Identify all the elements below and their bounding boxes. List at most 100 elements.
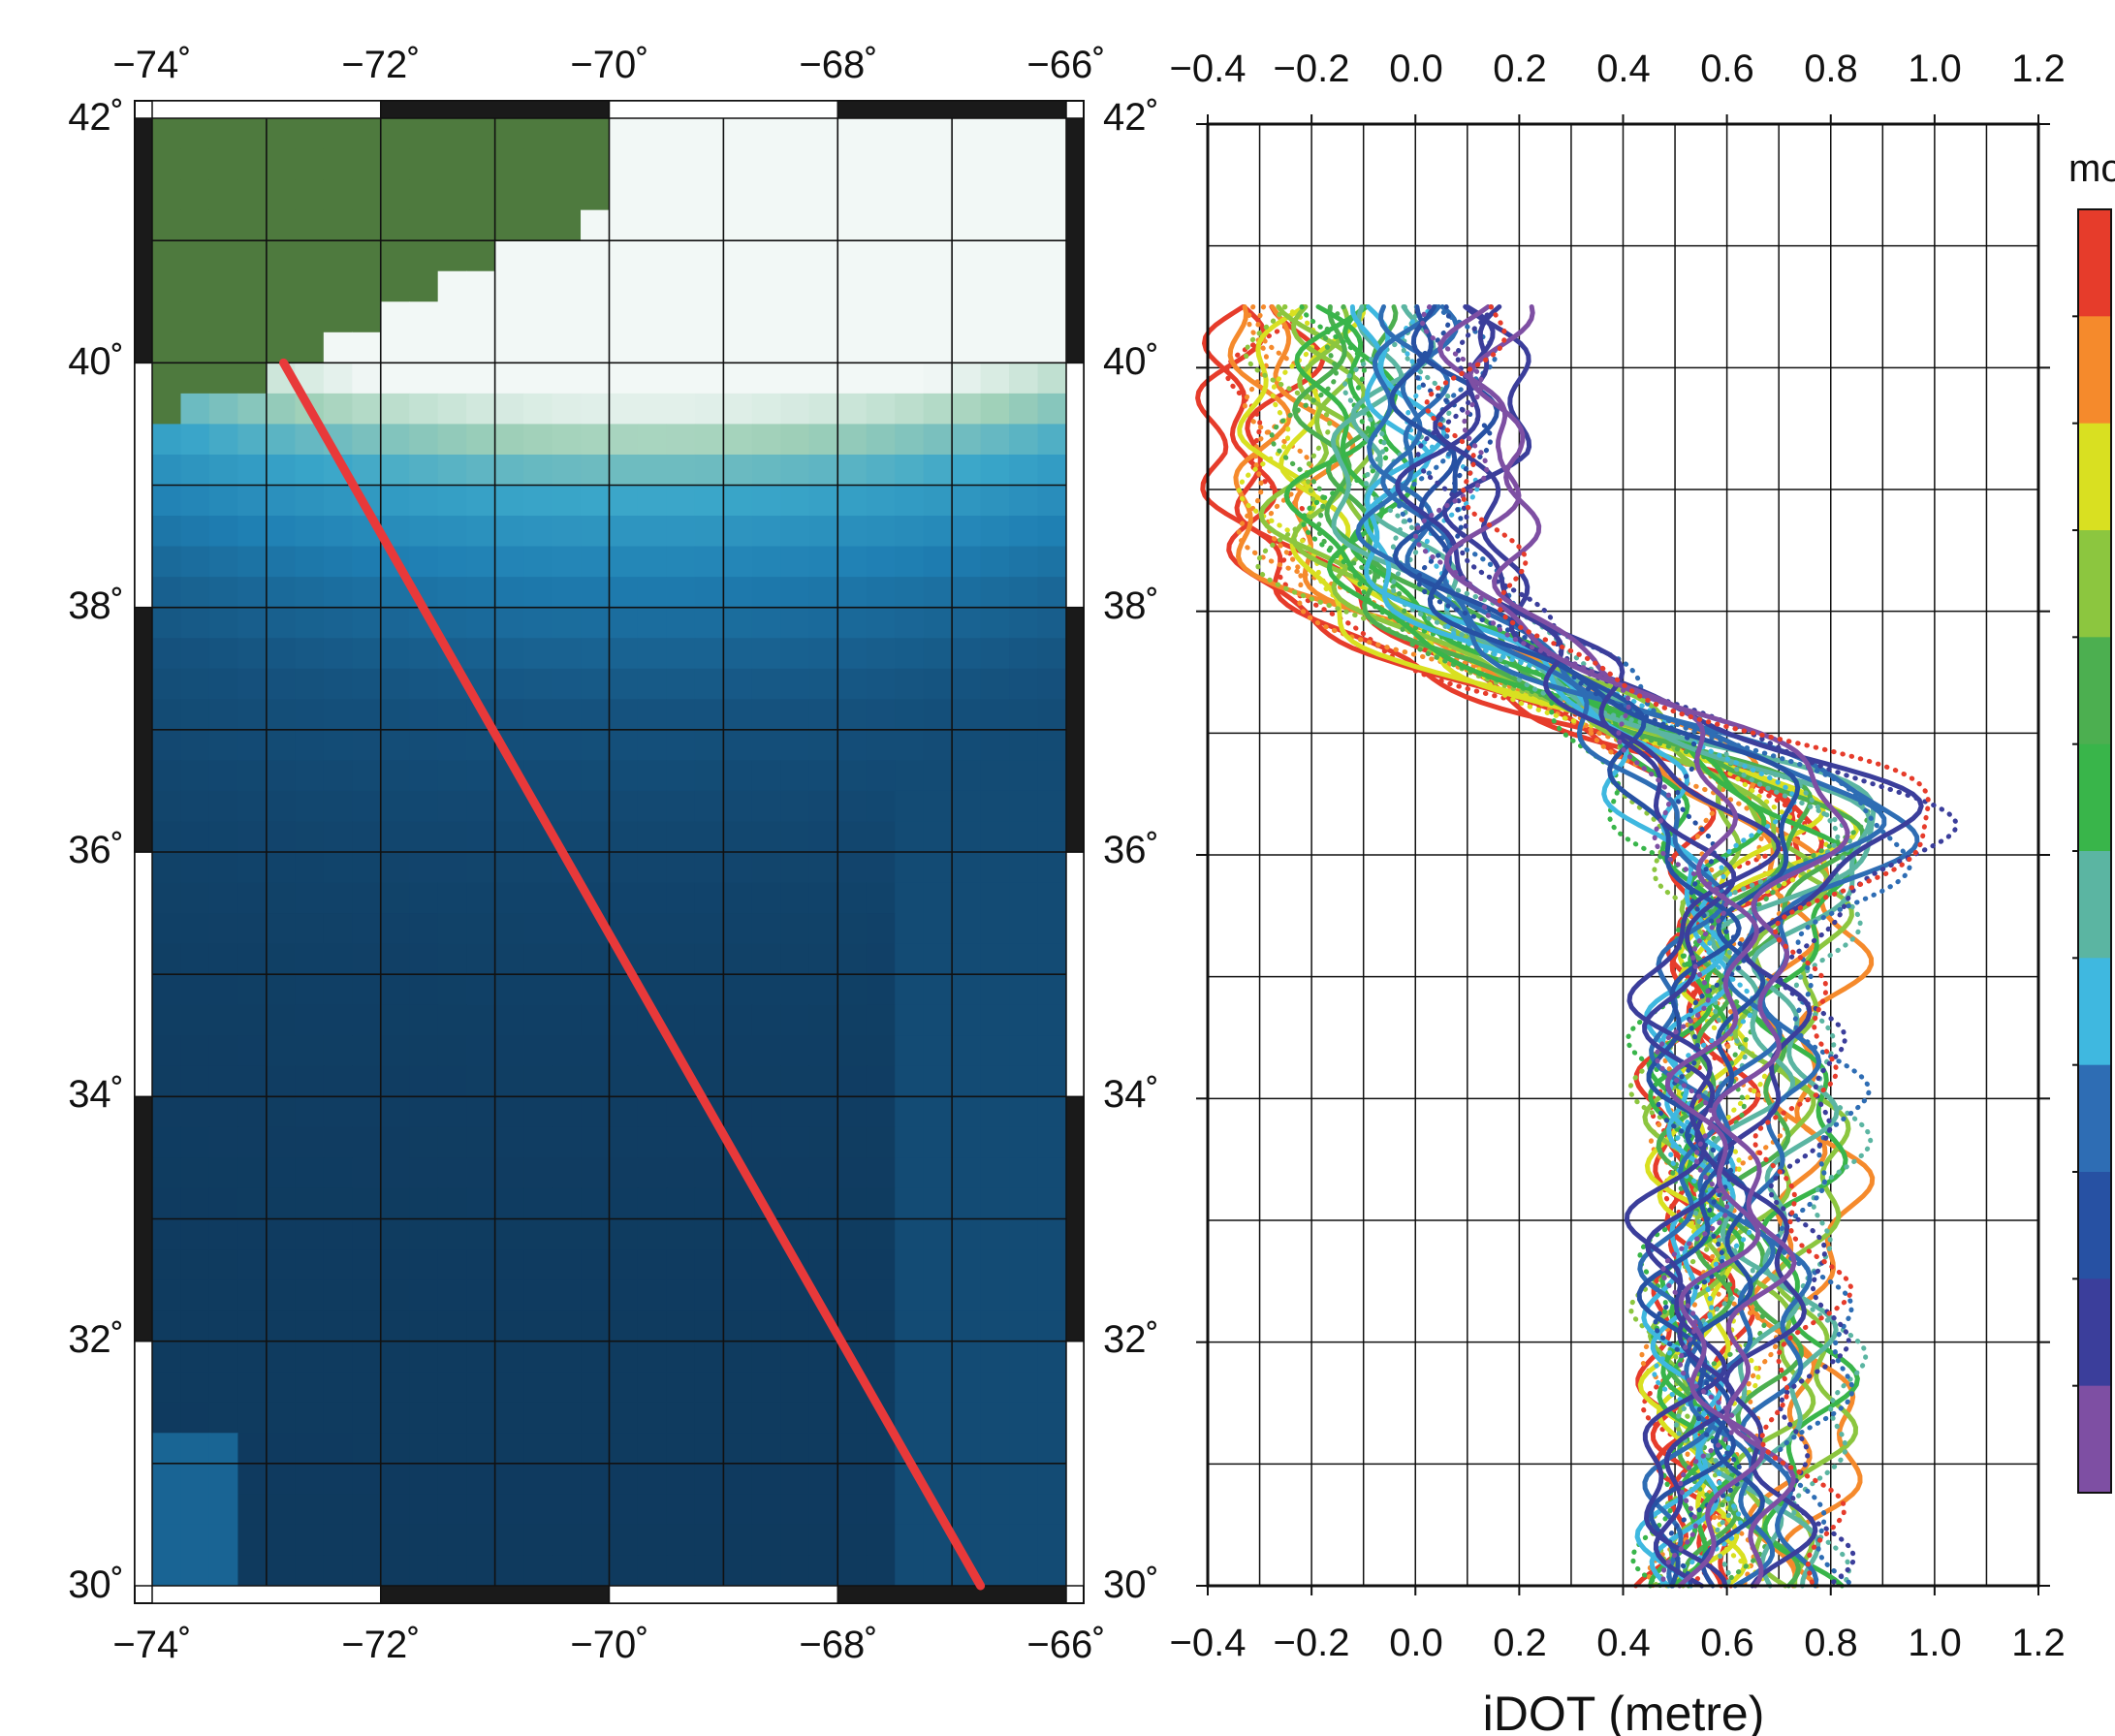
map-cell	[208, 821, 239, 853]
map-cell	[895, 1065, 925, 1097]
map-bottom-lon-label: −70˚	[570, 1624, 648, 1666]
map-cell	[295, 852, 325, 884]
map-cell	[266, 1372, 296, 1404]
map-cell	[237, 1524, 268, 1557]
map-cell	[266, 270, 296, 302]
map-cell	[780, 1463, 810, 1495]
map-cell	[409, 1249, 439, 1281]
map-cell	[923, 1279, 953, 1311]
map-cell	[808, 729, 838, 761]
map-cell	[409, 148, 439, 180]
map-cell	[323, 577, 353, 609]
map-cell	[866, 607, 896, 639]
map-cell	[923, 1555, 953, 1587]
map-cell	[180, 913, 210, 945]
map-cell	[952, 179, 982, 211]
map-cell	[409, 943, 439, 975]
map-cell	[380, 301, 410, 333]
colorbar-swatch	[2078, 637, 2111, 745]
profile-curve	[1397, 304, 1912, 1589]
map-cell	[180, 1524, 210, 1557]
map-cell	[380, 882, 410, 914]
map-right-lat-label: 30˚	[1103, 1563, 1159, 1606]
map-cell	[380, 668, 410, 700]
map-cell	[923, 1341, 953, 1373]
map-cell	[266, 1035, 296, 1067]
map-cell	[866, 393, 896, 426]
map-cell	[552, 1494, 582, 1526]
map-cell	[1037, 424, 1067, 456]
map-cell	[581, 118, 611, 150]
map-cell	[581, 1126, 611, 1159]
map-cell	[609, 1279, 639, 1311]
map-cell	[409, 1065, 439, 1097]
map-cell	[552, 1187, 582, 1220]
map-cell	[352, 454, 382, 487]
map-cell	[208, 1310, 239, 1342]
map-cell	[466, 1279, 496, 1311]
map-cell	[295, 974, 325, 1006]
map-cell	[723, 974, 753, 1006]
map-cell	[466, 148, 496, 180]
map-cell	[523, 1279, 553, 1311]
map-cell	[895, 1187, 925, 1220]
map-cell	[437, 852, 467, 884]
map-cell	[295, 546, 325, 578]
map-cell	[666, 577, 696, 609]
map-cell	[295, 882, 325, 914]
map-cell	[581, 516, 611, 548]
map-cell	[352, 913, 382, 945]
map-cell	[466, 913, 496, 945]
map-cell	[1037, 913, 1067, 945]
map-cell	[723, 790, 753, 823]
map-cell	[152, 1157, 182, 1189]
map-cell	[409, 1463, 439, 1495]
map-cell	[980, 485, 1010, 517]
map-cell	[494, 516, 524, 548]
map-cell	[523, 1402, 553, 1434]
map-cell	[751, 729, 781, 761]
map-cell	[723, 1402, 753, 1434]
map-cell	[266, 1341, 296, 1373]
map-cell	[323, 668, 353, 700]
map-cell	[380, 913, 410, 945]
map-cell	[666, 179, 696, 211]
map-cell	[380, 424, 410, 456]
map-cell	[1009, 882, 1039, 914]
map-cell	[466, 1310, 496, 1342]
map-cell	[923, 943, 953, 975]
map-cell	[295, 1187, 325, 1220]
map-cell	[808, 1218, 838, 1250]
map-cell	[694, 148, 724, 180]
map-cell	[895, 943, 925, 975]
map-cell	[1009, 1249, 1039, 1281]
map-cell	[980, 760, 1010, 792]
map-cell	[380, 974, 410, 1006]
map-cell	[609, 668, 639, 700]
map-cell	[237, 331, 268, 363]
map-cell	[552, 1463, 582, 1495]
map-cell	[552, 1065, 582, 1097]
map-cell	[666, 1341, 696, 1373]
map-cell	[923, 790, 953, 823]
map-cell	[637, 1218, 668, 1250]
profile-top-x-label: 0.4	[1596, 47, 1651, 90]
colorbar-swatch	[2078, 743, 2111, 852]
map-cell	[523, 1187, 553, 1220]
map-cell	[609, 1065, 639, 1097]
map-cell	[437, 240, 467, 272]
map-cell	[637, 1494, 668, 1526]
map-cell	[152, 179, 182, 211]
map-cell	[952, 1341, 982, 1373]
map-cell	[266, 1004, 296, 1036]
map-cell	[866, 179, 896, 211]
map-cell	[380, 1555, 410, 1587]
map-cell	[295, 760, 325, 792]
map-cell	[494, 363, 524, 395]
map-cell	[266, 1157, 296, 1189]
map-cell	[866, 1126, 896, 1159]
map-cell	[380, 363, 410, 395]
map-cell	[409, 699, 439, 731]
map-cell	[380, 1004, 410, 1036]
map-cell	[466, 1372, 496, 1404]
